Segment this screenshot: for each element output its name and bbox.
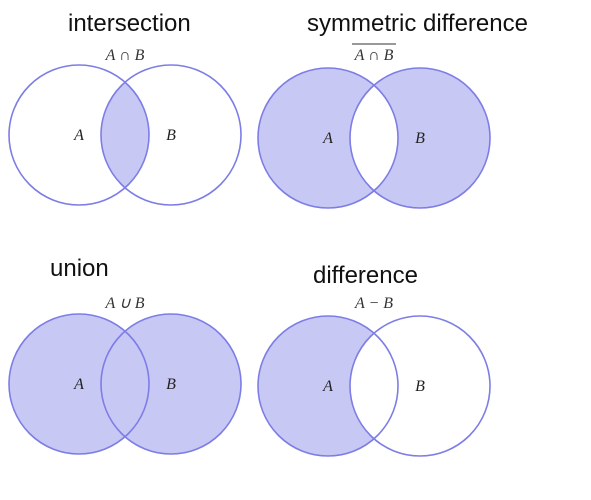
- set-b-circle: [349, 67, 491, 209]
- union-formula: A ∪ B: [105, 295, 145, 312]
- difference-formula: A − B: [354, 295, 393, 312]
- difference-diagram: A − B A B: [257, 295, 491, 457]
- set-b-label: B: [415, 130, 425, 147]
- intersection-unshaded-region: [350, 68, 398, 208]
- symmetric-difference-formula: A ∩ B: [354, 47, 394, 64]
- union-diagram: A ∪ B A B: [8, 295, 242, 455]
- set-b-circle: [100, 313, 242, 455]
- intersection-shaded-region: [101, 65, 149, 205]
- set-a-label: A: [73, 376, 84, 393]
- intersection-diagram: A ∩ B A B: [8, 47, 242, 206]
- intersection-unshaded-region: [350, 316, 398, 456]
- set-b-label: B: [166, 127, 176, 144]
- symmetric-difference-title: symmetric difference: [307, 10, 528, 37]
- set-b-circle: [100, 64, 242, 206]
- intersection-formula: A ∩ B: [105, 47, 145, 64]
- set-a-circle: [257, 67, 399, 209]
- set-b-label: B: [166, 376, 176, 393]
- union-title: union: [50, 255, 109, 282]
- set-a-label: A: [322, 378, 333, 395]
- set-a-label: A: [322, 130, 333, 147]
- symmetric-difference-diagram: A ∩ B A B: [257, 43, 491, 209]
- set-a-circle: [257, 315, 399, 457]
- set-b-label: B: [415, 378, 425, 395]
- set-b-circle: [349, 315, 491, 457]
- set-a-circle: [8, 64, 150, 206]
- set-a-circle: [8, 313, 150, 455]
- set-b-fill: [101, 314, 241, 454]
- intersection-title: intersection: [68, 10, 191, 37]
- set-a-label: A: [73, 127, 84, 144]
- difference-title: difference: [313, 262, 418, 289]
